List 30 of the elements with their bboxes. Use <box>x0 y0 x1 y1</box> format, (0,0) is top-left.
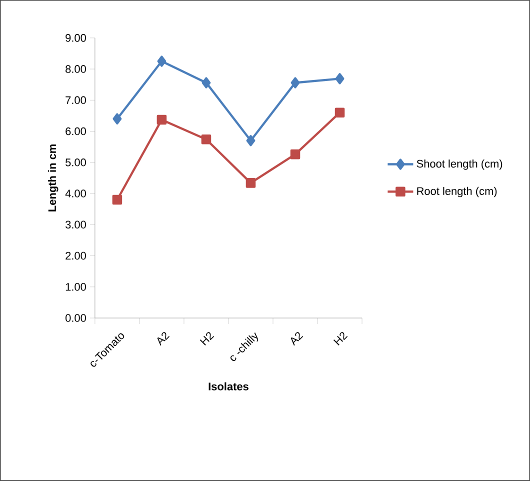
legend-label: Shoot length (cm) <box>416 160 502 170</box>
x-tick-label: H2 <box>333 332 348 346</box>
point <box>156 114 167 125</box>
x-tick-label: A2 <box>290 332 304 346</box>
point <box>290 77 300 88</box>
point <box>334 108 345 118</box>
point <box>112 194 122 205</box>
y-axis-title: Length in cm <box>48 144 58 212</box>
point <box>112 113 122 124</box>
y-tick-label: 8.00 <box>66 65 86 73</box>
legend-label: Root length (cm) <box>417 186 497 198</box>
point <box>157 56 166 67</box>
y-tick-label: 9.00 <box>66 34 86 42</box>
y-tick-label: 1.00 <box>66 283 86 291</box>
y-tick-label: 2.00 <box>66 252 86 260</box>
y-tick-label: 5.00 <box>66 158 86 166</box>
y-tick-label: 0.00 <box>66 314 86 322</box>
x-tick-label: H2 <box>200 332 214 346</box>
point <box>246 135 256 146</box>
x-axis-title: Isolates <box>208 382 248 390</box>
point <box>202 77 211 88</box>
point <box>246 178 256 188</box>
y-tick-label: 4.00 <box>65 190 86 198</box>
y-tick-label: 6.00 <box>66 127 86 136</box>
point <box>335 73 344 84</box>
y-tick-label: 3.00 <box>66 220 86 229</box>
x-tick-label: A2 <box>157 332 170 346</box>
point <box>201 134 212 144</box>
point <box>290 149 300 160</box>
y-tick-label: 7.00 <box>66 96 86 104</box>
